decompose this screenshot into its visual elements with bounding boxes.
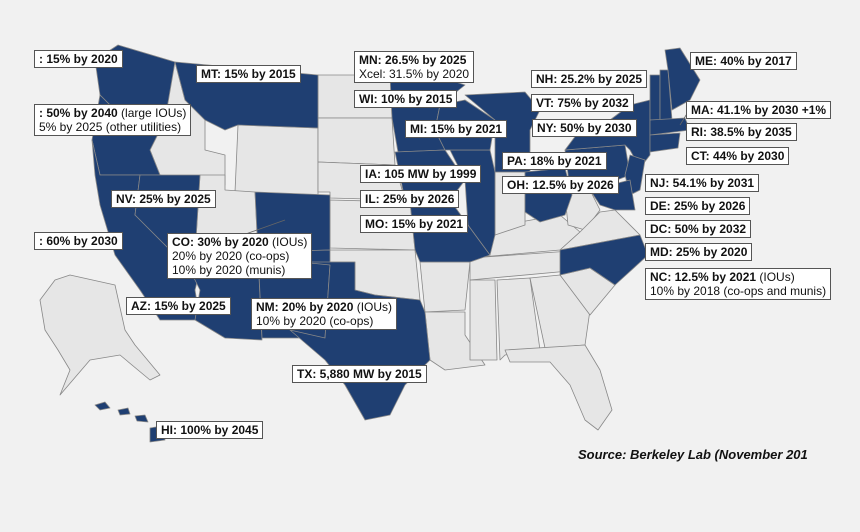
label-hawaii: HI: 100% by 2045 <box>156 421 264 439</box>
label-missouri: MO: 15% by 2021 <box>360 215 469 233</box>
label-pennsylvania: PA: 18% by 2021 <box>502 152 607 170</box>
label-michigan: MI: 15% by 2021 <box>405 120 508 138</box>
label-colorado: CO: 30% by 2020 (IOUs) 20% by 2020 (co-o… <box>167 233 313 279</box>
label-illinois: IL: 25% by 2026 <box>360 190 460 208</box>
label-ohio: OH: 12.5% by 2026 <box>502 176 619 194</box>
state-massachusetts <box>649 117 691 136</box>
source-note: Source: Berkeley Lab (November 201 <box>578 447 808 462</box>
label-california: : 60% by 2030 <box>34 232 123 250</box>
label-new-mexico: NM: 20% by 2020 (IOUs) 10% by 2020 (co-o… <box>251 298 398 330</box>
state-arkansas <box>419 261 471 313</box>
label-rhode-island: RI: 38.5% by 2035 <box>686 123 797 141</box>
state-vermont <box>649 74 661 121</box>
state-mississippi <box>469 279 498 361</box>
label-nevada: NV: 25% by 2025 <box>111 190 216 208</box>
label-arizona: AZ: 15% by 2025 <box>126 297 231 315</box>
label-montana: MT: 15% by 2015 <box>196 65 301 83</box>
label-connecticut: CT: 44% by 2030 <box>686 147 790 165</box>
state-virginia <box>559 209 641 251</box>
state-illinois <box>449 149 496 256</box>
state-south-dakota <box>317 117 396 166</box>
label-new-york: NY: 50% by 2030 <box>532 119 637 137</box>
label-maine: ME: 40% by 2017 <box>690 52 797 70</box>
state-hawaii <box>94 401 166 443</box>
state-north-carolina <box>559 234 649 286</box>
state-wyoming <box>234 124 319 196</box>
state-connecticut-ri <box>649 132 681 153</box>
label-vermont: VT: 75% by 2032 <box>531 94 634 112</box>
state-alaska <box>39 274 161 396</box>
label-texas: TX: 5,880 MW by 2015 <box>292 365 427 383</box>
label-oregon: : 50% by 2040 (large IOUs) 5% by 2025 (o… <box>34 104 192 136</box>
label-delaware: DE: 25% by 2026 <box>645 197 751 215</box>
label-wisconsin: WI: 10% by 2015 <box>354 90 458 108</box>
state-florida <box>504 344 613 431</box>
label-washington: : 15% by 2020 <box>34 50 123 68</box>
label-north-carolina: NC: 12.5% by 2021 (IOUs) 10% by 2018 (co… <box>645 268 832 300</box>
label-minnesota: MN: 26.5% by 2025 Xcel: 31.5% by 2020 <box>354 51 475 83</box>
label-new-jersey: NJ: 54.1% by 2031 <box>645 174 760 192</box>
label-maryland: MD: 25% by 2020 <box>645 243 753 261</box>
label-iowa: IA: 105 MW by 1999 <box>360 165 482 183</box>
label-massachusetts: MA: 41.1% by 2030 +1% <box>686 101 832 119</box>
label-new-hampshire: NH: 25.2% by 2025 <box>531 70 648 88</box>
state-maine <box>664 47 701 111</box>
label-dc: DC: 50% by 2032 <box>645 220 752 238</box>
